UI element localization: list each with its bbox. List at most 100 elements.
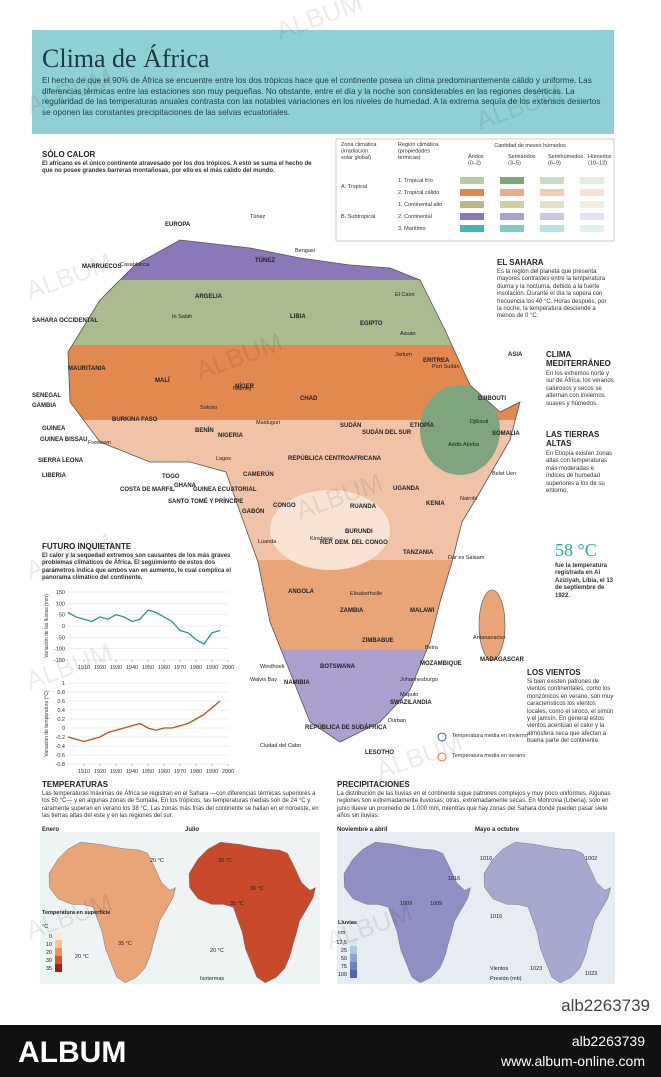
map-label: Lagos [216,456,231,462]
map-label: Addis Abeba [448,442,480,448]
y-tick-label: 0.2 [57,717,65,723]
section-title: EL SAHARA [497,258,544,267]
legend-swatch [460,213,484,220]
scale-swatch [350,970,357,978]
pressure-key: Presión (mb) [490,976,522,982]
map-label: Dar es Salaam [448,555,485,561]
legend-header: Cantidad de meses húmedos [494,143,566,149]
legend-swatch [540,201,564,208]
legend-swatch [460,225,484,232]
scale-label: 25 [341,948,347,954]
map-label: CHAD [300,396,318,402]
watermark: ALBUM [22,247,116,306]
section-text: El calor y la sequedad extremos son caus… [42,553,232,582]
map-label: ERITREA [423,358,450,364]
footer-black [0,1025,661,1077]
watermark: ALBUM [272,0,366,46]
map-label: Windhoek [260,664,285,670]
legend-header: Semiáridos (3–5) [508,154,536,167]
legend-header: Región climática (propiedades térmicas) [398,142,439,161]
watermark: ALBUM [22,637,116,696]
legend-swatch [540,177,564,184]
map-label: Walvis Bay [250,677,277,683]
x-tick-label: 2000 [222,665,234,671]
map-label: REPÚBLICA DE SUDÁFRICA [305,724,387,731]
x-tick-label: 1950 [142,665,154,671]
footer-url: www.album-online.com [500,1053,645,1069]
legend-swatch [540,213,564,220]
map-label: BURUNDI [345,529,373,535]
map-label: TÚNEZ [255,257,275,264]
isobar-label: 1009 [400,901,412,907]
y-tick-label: -0.6 [56,753,65,759]
map-label: CAMERÚN [243,471,274,478]
legend-swatch [580,201,604,208]
section-text: Las temperaturas máximas de África se re… [42,791,319,820]
map-label: Niamey [233,386,252,392]
legend-swatch [580,177,604,184]
y-tick-label: 0.4 [57,708,65,714]
map-label: EUROPA [165,222,191,228]
scale-label: 30 [46,958,52,964]
map-caption: Mayo a octubre [475,827,520,833]
legend-header: Zona climática (irradiación solar global) [341,142,377,161]
map-label: MALAWI [410,608,435,614]
x-tick-label: 1970 [174,665,186,671]
x-tick-label: 1920 [94,769,106,775]
map-label: ANGOLA [288,589,315,595]
map-label: BENÍN [195,426,214,434]
map-label: COSTA DE MARFIL [120,487,175,493]
x-tick-label: 1960 [158,665,170,671]
isobar-label: 1016 [448,876,460,882]
map-label: Maputo [400,692,418,698]
map-label: Sokoto [200,405,217,411]
map-label: ZAMBIA [340,608,364,614]
x-tick-label: 1940 [126,665,138,671]
map-label: MAURITANIA [68,366,106,372]
watermark: ALBUM [22,62,116,121]
map-label: NAMIBIA [284,680,310,686]
scale-title: Temperatura en superficie [42,910,110,916]
y-tick-label: -0.2 [56,735,65,741]
map-label: Kinshasa [310,536,334,542]
legend-swatch [540,189,564,196]
y-tick-label: 150 [56,590,65,596]
legend-row: 1. Tropical frío [398,178,433,184]
map-label: RUANDA [350,504,377,510]
scale-swatch [55,956,62,964]
legend-zone: B. Subtropical [341,214,375,220]
map-label: ARGELIA [195,294,223,300]
legend-summer-icon [437,752,447,762]
map-label: Ciudad del Cabo [260,743,301,749]
footer-id2: alb2263739 [572,1033,645,1049]
isotherm-label: 20 °C [75,954,89,960]
map-label: SIERRA LEONA [38,458,84,464]
map-label: Bengasi [295,248,315,254]
scale-label: 35 [46,966,52,972]
map-label: TANZANIA [403,550,434,556]
watermark: ALBUM [472,77,566,136]
map-label: DJIBOUTI [478,396,506,402]
scale-swatch [55,940,62,948]
y-tick-label: -150 [54,658,65,664]
map-label: LIBERIA [42,473,67,479]
isotherm-label: 30 °C [218,858,232,864]
map-caption: Julio [185,827,199,833]
isobar-label: 1002 [585,856,597,862]
map-label: Antananarivo [473,635,505,641]
map-label: ZIMBABUE [362,638,394,644]
scale-swatch [55,932,62,940]
isobar-label: 1016 [480,856,492,862]
map-label: REPÚBLICA CENTROAFRICANA [288,455,382,462]
legend-winter-icon [437,732,447,742]
legend-header: Húmedos (10–12) [588,154,612,167]
y-tick-label: 0 [62,624,65,630]
wind-key: Vientos [490,966,508,972]
y-tick-label: 0 [62,726,65,732]
footer-brand: ALBUM [18,1036,126,1069]
legend-swatch [500,177,524,184]
legend-swatch [580,213,604,220]
footer-bar [0,990,661,1025]
madagascar [478,589,506,661]
